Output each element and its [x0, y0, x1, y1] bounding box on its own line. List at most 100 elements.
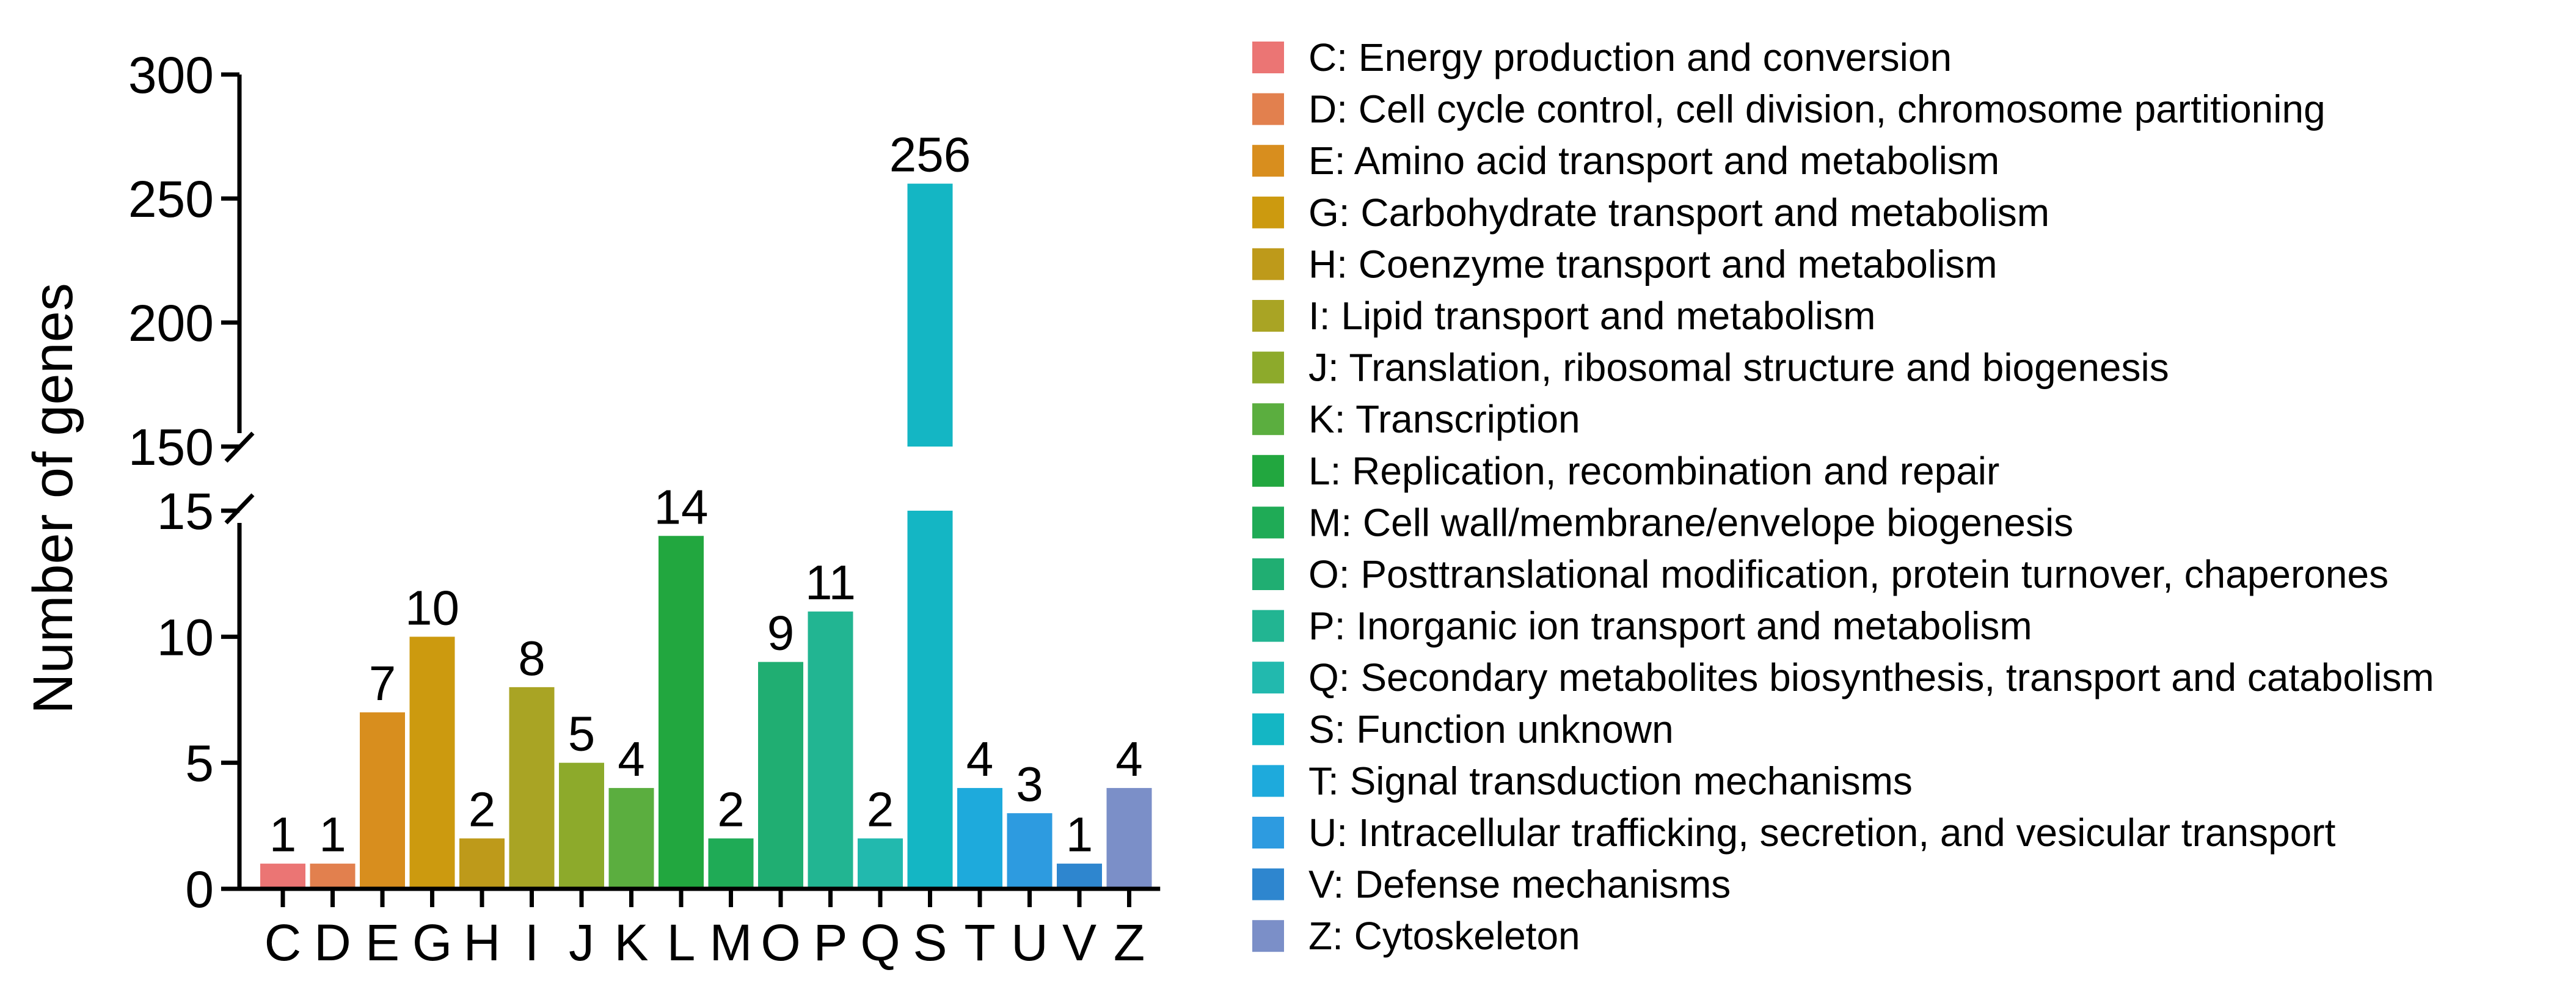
bar-G	[409, 637, 455, 889]
data-label-S: 256	[889, 128, 971, 182]
data-label-Q: 2	[867, 782, 894, 836]
bar-C	[260, 863, 305, 889]
y-tick-label-0: 0	[185, 861, 214, 918]
y-tick-label-200: 200	[128, 294, 214, 352]
legend-label-L: L: Replication, recombination and repair	[1308, 449, 1999, 493]
data-label-P: 11	[805, 555, 856, 610]
legend-label-P: P: Inorganic ion transport and metabolis…	[1308, 604, 2032, 648]
bar-M	[708, 838, 754, 889]
bar-K	[608, 787, 654, 889]
y-tick-label-300: 300	[128, 46, 214, 104]
x-tick-label-H: H	[464, 914, 501, 971]
x-tick-label-T: T	[964, 914, 995, 971]
y-tick-label-15: 15	[157, 483, 214, 540]
data-label-E: 7	[369, 656, 396, 710]
legend-label-Q: Q: Secondary metabolites biosynthesis, t…	[1308, 655, 2434, 699]
data-label-L: 14	[654, 480, 709, 534]
legend-label-V: V: Defense mechanisms	[1308, 863, 1731, 907]
legend-label-Z: Z: Cytoskeleton	[1308, 914, 1580, 958]
legend-label-I: I: Lipid transport and metabolism	[1308, 294, 1875, 338]
x-tick-label-U: U	[1011, 914, 1048, 971]
legend-swatch-U	[1252, 817, 1284, 849]
x-tick-label-D: D	[314, 914, 351, 971]
data-label-G: 10	[405, 580, 459, 635]
legend-swatch-M	[1252, 506, 1284, 539]
legend-label-C: C: Energy production and conversion	[1308, 35, 1952, 79]
bar-H	[459, 838, 505, 889]
y-tick-label-10: 10	[157, 608, 214, 666]
legend-swatch-Z	[1252, 920, 1284, 952]
x-tick-label-I: I	[525, 914, 539, 971]
x-tick-label-P: P	[813, 914, 847, 971]
bar-S-lower	[907, 511, 953, 889]
bar-J	[559, 762, 604, 889]
legend-swatch-K	[1252, 403, 1284, 436]
bar-Z	[1106, 787, 1152, 889]
y-tick-label-150: 150	[128, 418, 214, 476]
legend-swatch-P	[1252, 610, 1284, 642]
x-tick-label-O: O	[761, 914, 800, 971]
y-axis-title: Number of genes	[22, 283, 84, 714]
data-label-C: 1	[269, 808, 297, 862]
x-tick-label-G: G	[412, 914, 452, 971]
data-label-O: 9	[767, 606, 795, 660]
legend-swatch-Q	[1252, 662, 1284, 694]
y-tick-label-250: 250	[128, 170, 214, 228]
bar-D	[310, 863, 356, 889]
legend-swatch-V	[1252, 868, 1284, 900]
legend-swatch-O	[1252, 558, 1284, 590]
legend-swatch-E	[1252, 145, 1284, 177]
bar-E	[360, 712, 405, 889]
bar-P	[808, 611, 853, 889]
data-label-D: 1	[319, 808, 346, 862]
bar-L	[659, 536, 704, 889]
legend-swatch-S	[1252, 713, 1284, 745]
x-tick-label-L: L	[667, 914, 696, 971]
x-tick-label-S: S	[913, 914, 947, 971]
x-tick-label-M: M	[710, 914, 753, 971]
legend-label-M: M: Cell wall/membrane/envelope biogenesi…	[1308, 500, 2073, 544]
legend-label-J: J: Translation, ribosomal structure and …	[1308, 346, 2169, 390]
legend-swatch-D	[1252, 93, 1284, 125]
x-tick-label-Z: Z	[1114, 914, 1145, 971]
legend-label-G: G: Carbohydrate transport and metabolism	[1308, 191, 2049, 235]
legend-swatch-J	[1252, 351, 1284, 384]
legend-swatch-T	[1252, 765, 1284, 797]
legend-label-U: U: Intracellular trafficking, secretion,…	[1308, 811, 2336, 855]
data-label-V: 1	[1066, 808, 1093, 862]
legend-label-S: S: Function unknown	[1308, 707, 1674, 751]
x-tick-label-K: K	[614, 914, 648, 971]
legend-swatch-I	[1252, 300, 1284, 332]
x-tick-label-J: J	[569, 914, 594, 971]
y-tick-label-5: 5	[185, 735, 214, 792]
legend-swatch-C	[1252, 42, 1284, 73]
data-label-Z: 4	[1115, 732, 1143, 786]
data-label-H: 2	[469, 782, 496, 836]
legend-swatch-L	[1252, 454, 1284, 487]
legend-label-E: E: Amino acid transport and metabolism	[1308, 139, 1999, 183]
legend-swatch-G	[1252, 196, 1284, 228]
data-label-K: 4	[618, 732, 645, 786]
legend-label-O: O: Posttranslational modification, prote…	[1308, 552, 2388, 596]
legend-label-T: T: Signal transduction mechanisms	[1308, 759, 1913, 803]
data-label-U: 3	[1016, 757, 1043, 811]
bar-O	[758, 662, 803, 889]
x-tick-label-Q: Q	[860, 914, 900, 971]
bar-T	[957, 787, 1002, 889]
data-label-T: 4	[966, 732, 994, 786]
x-tick-label-E: E	[365, 914, 400, 971]
bar-Q	[858, 838, 903, 889]
bar-V	[1057, 863, 1102, 889]
legend-swatch-H	[1252, 248, 1284, 280]
bar-I	[509, 687, 555, 889]
bar-U	[1007, 813, 1053, 889]
x-tick-label-C: C	[265, 914, 302, 971]
legend-label-K: K: Transcription	[1308, 397, 1580, 441]
data-label-J: 5	[568, 707, 596, 761]
legend-label-H: H: Coenzyme transport and metabolism	[1308, 242, 1998, 286]
x-tick-label-V: V	[1062, 914, 1096, 971]
legend-label-D: D: Cell cycle control, cell division, ch…	[1308, 87, 2326, 131]
bar-S-upper	[907, 183, 953, 447]
